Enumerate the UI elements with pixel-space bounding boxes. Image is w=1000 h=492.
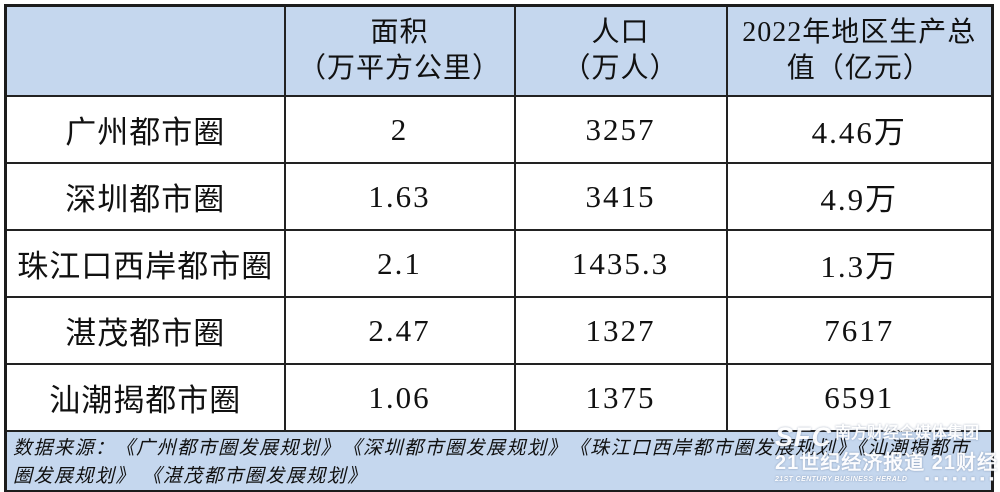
- row-area: 1.63: [283, 162, 516, 231]
- table-body: 广州都市圈 2 3257 4.46万 深圳都市圈 1.63 3415 4.9万 …: [4, 95, 994, 432]
- row-name: 广州都市圈: [4, 95, 286, 164]
- row-name: 深圳都市圈: [4, 162, 286, 231]
- row-name: 汕潮揭都市圈: [4, 363, 286, 432]
- row-area: 2.47: [283, 296, 516, 365]
- col-header-gdp-line2: 值（亿元）: [786, 53, 932, 84]
- metro-comparison-table: 面积 （万平方公里） 人口 （万人） 2022年地区生产总 值（亿元） 广州都市…: [4, 4, 994, 492]
- table-header: 面积 （万平方公里） 人口 （万人） 2022年地区生产总 值（亿元）: [4, 4, 994, 97]
- col-header-population: 人口 （万人）: [513, 4, 728, 97]
- col-header-area-line1: 面积: [370, 17, 429, 49]
- col-header-gdp: 2022年地区生产总 值（亿元）: [725, 4, 994, 97]
- table-row: 广州都市圈 2 3257 4.46万: [4, 95, 994, 164]
- table-row: 珠江口西岸都市圈 2.1 1435.3 1.3万: [4, 229, 994, 298]
- header-row: 面积 （万平方公里） 人口 （万人） 2022年地区生产总 值（亿元）: [4, 4, 994, 97]
- row-population: 1435.3: [513, 229, 728, 298]
- col-header-gdp-line1: 2022年地区生产总: [742, 17, 977, 49]
- row-area: 1.06: [283, 363, 516, 432]
- empty-header-cell: [4, 4, 286, 97]
- row-name: 湛茂都市圈: [4, 296, 286, 365]
- row-population: 1327: [513, 296, 728, 365]
- col-header-population-line2: （万人）: [562, 53, 679, 84]
- table-row: 深圳都市圈 1.63 3415 4.9万: [4, 162, 994, 231]
- row-population: 3415: [513, 162, 728, 231]
- row-gdp: 7617: [725, 296, 994, 365]
- row-gdp: 1.3万: [725, 229, 994, 298]
- table-row: 湛茂都市圈 2.47 1327 7617: [4, 296, 994, 365]
- col-header-area-line2: （万平方公里）: [297, 53, 501, 84]
- row-gdp: 4.46万: [725, 95, 994, 164]
- table-footer: 数据来源：《广州都市圈发展规划》 《深圳都市圈发展规划》 《珠江口西岸都市圈发展…: [4, 430, 994, 492]
- table-row: 汕潮揭都市圈 1.06 1375 6591: [4, 363, 994, 432]
- row-gdp: 6591: [725, 363, 994, 432]
- col-header-area: 面积 （万平方公里）: [283, 4, 516, 97]
- source-note: 数据来源：《广州都市圈发展规划》 《深圳都市圈发展规划》 《珠江口西岸都市圈发展…: [4, 430, 994, 492]
- row-gdp: 4.9万: [725, 162, 994, 231]
- col-header-population-line1: 人口: [591, 17, 650, 49]
- source-row: 数据来源：《广州都市圈发展规划》 《深圳都市圈发展规划》 《珠江口西岸都市圈发展…: [4, 430, 994, 492]
- row-area: 2.1: [283, 229, 516, 298]
- row-name: 珠江口西岸都市圈: [4, 229, 286, 298]
- row-area: 2: [283, 95, 516, 164]
- row-population: 1375: [513, 363, 728, 432]
- row-population: 3257: [513, 95, 728, 164]
